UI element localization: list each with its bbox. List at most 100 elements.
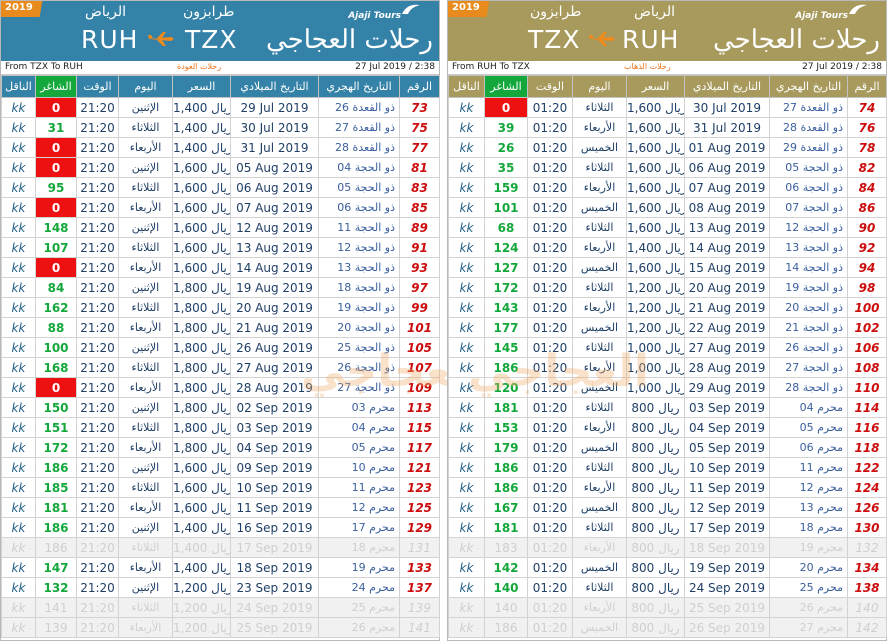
cell-price: 1,200 ريال xyxy=(626,317,685,338)
cell-flight-number: 73 xyxy=(399,97,440,118)
cell-day: الثلاثاء xyxy=(572,277,627,298)
table-row[interactable]: kk 179 01:20 الخميس 800 ريال 05 Sep 2019 06 مح… xyxy=(448,437,887,458)
cell-flight-number: 140 xyxy=(847,597,887,618)
cell-carrier: kk xyxy=(1,317,36,338)
cell-hijri-date: 25 محرم xyxy=(318,597,400,618)
cell-price: 800 ريال xyxy=(626,417,685,438)
cell-day: الأربعاء xyxy=(572,477,627,498)
cell-day: الثلاثاء xyxy=(572,517,627,538)
cell-available-seats: 124 xyxy=(484,237,528,258)
ajaji-logo-icon xyxy=(849,4,867,14)
cell-time: 21:20 xyxy=(76,477,119,498)
cell-available-seats: 183 xyxy=(484,537,528,558)
cell-time: 21:20 xyxy=(76,517,119,538)
table-row[interactable]: kk 181 01:20 الثلاثاء 800 ريال 03 Sep 2019 04 … xyxy=(448,397,887,418)
table-row[interactable]: kk 186 01:20 الأربعاء 800 ريال 11 Sep 2019 12 … xyxy=(448,477,887,498)
cell-hijri-date: 13 ذو الحجة xyxy=(318,257,400,278)
cell-hijri-date: 10 محرم xyxy=(318,457,400,478)
cell-gregorian-date: 29 Aug 2019 xyxy=(684,377,770,398)
cell-time: 01:20 xyxy=(527,337,573,358)
cell-carrier: kk xyxy=(1,417,36,438)
cell-hijri-date: 26 ذو الحجة xyxy=(769,337,848,358)
cell-carrier: kk xyxy=(1,577,36,598)
table-row[interactable]: kk 167 01:20 الخميس 800 ريال 12 Sep 2019 13 مح… xyxy=(448,497,887,518)
cell-flight-number: 78 xyxy=(847,137,887,158)
cell-day: الخميس xyxy=(572,257,627,278)
cell-hijri-date: 27 ذو القعدة xyxy=(769,97,848,118)
cell-time: 01:20 xyxy=(527,397,573,418)
table-row[interactable]: kk 140 01:20 الثلاثاء 800 ريال 24 Sep 2019 25 … xyxy=(448,577,887,598)
cell-gregorian-date: 27 Aug 2019 xyxy=(230,357,319,378)
return-flights-panel: 2019 الرياض طرابزون RUH TZX Ajaji Tours … xyxy=(0,0,482,641)
table-row[interactable]: kk 183 01:20 الأربعاء 800 ريال 18 Sep 2019 19 … xyxy=(448,537,887,558)
cell-flight-number: 114 xyxy=(847,397,887,418)
table-row[interactable]: kk 153 01:20 الأربعاء 800 ريال 04 Sep 2019 05 … xyxy=(448,417,887,438)
airplane-icon xyxy=(148,32,174,46)
cell-available-seats: 100 xyxy=(35,337,77,358)
table-row[interactable]: kk 140 01:20 الأربعاء 800 ريال 25 Sep 2019 26 … xyxy=(448,597,887,618)
cell-price: 1,200 ريال xyxy=(172,597,231,618)
cell-available-seats: 139 xyxy=(35,617,77,638)
cell-time: 01:20 xyxy=(527,597,573,618)
cell-day: الأربعاء xyxy=(572,417,627,438)
table-row[interactable]: kk 186 01:20 الثلاثاء 800 ريال 10 Sep 2019 11 … xyxy=(448,457,887,478)
cell-gregorian-date: 05 Aug 2019 xyxy=(230,157,319,178)
cell-day: الثلاثاء xyxy=(572,97,627,118)
table-row[interactable]: kk 181 01:20 الثلاثاء 800 ريال 17 Sep 2019 18 … xyxy=(448,517,887,538)
cell-hijri-date: 27 محرم xyxy=(769,617,848,638)
cell-day: الإثنين xyxy=(118,217,173,238)
year-tag: 2019 xyxy=(448,1,500,17)
cell-flight-number: 81 xyxy=(399,157,440,178)
cell-hijri-date: 21 ذو الحجة xyxy=(769,317,848,338)
cell-day: الثلاثاء xyxy=(118,477,173,498)
table-row[interactable]: kk 186 01:20 الخميس 800 ريال 26 Sep 2019 27 مح… xyxy=(448,617,887,638)
table-row[interactable]: kk 142 01:20 الخميس 800 ريال 19 Sep 2019 20 مح… xyxy=(448,557,887,578)
cell-hijri-date: 27 ذو الحجة xyxy=(769,357,848,378)
cell-gregorian-date: 06 Aug 2019 xyxy=(230,177,319,198)
cell-day: الأربعاء xyxy=(572,297,627,318)
cell-carrier: kk xyxy=(448,517,485,538)
